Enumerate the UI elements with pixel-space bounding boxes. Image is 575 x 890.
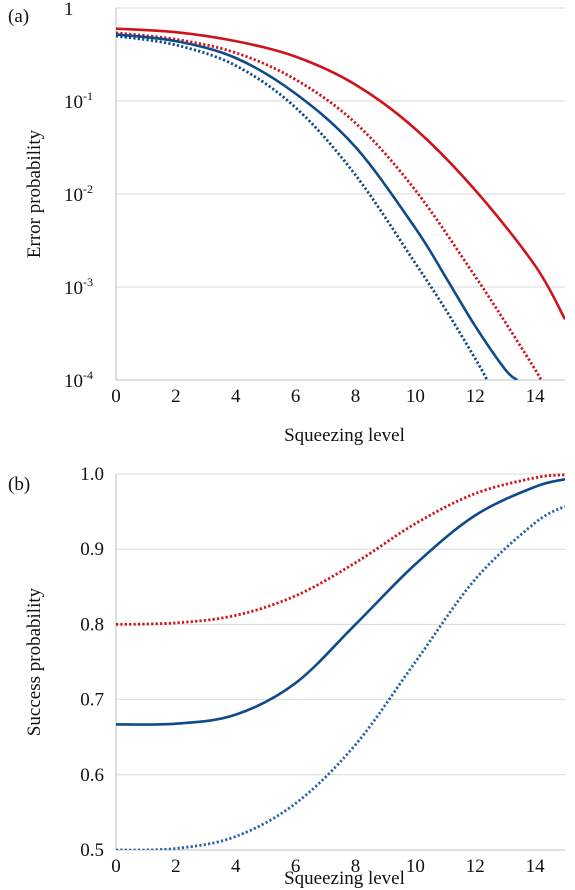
- series-line-1-solid: [116, 27, 565, 320]
- x-tick-label: 4: [231, 386, 241, 407]
- y-tick-label: 0.7: [80, 690, 104, 711]
- x-tick-label: 8: [351, 386, 361, 407]
- y-tick-label: 0.9: [80, 539, 104, 560]
- series-line-2-dotted: [116, 31, 543, 380]
- y-tick-label: 0.6: [80, 765, 104, 786]
- y-tick-label: 1: [64, 0, 74, 20]
- y-tick-label: 10-4: [64, 368, 93, 392]
- y-tick-label: 10-1: [64, 89, 93, 113]
- x-tick-label: 6: [291, 856, 301, 877]
- x-tick-label: 2: [171, 856, 181, 877]
- y-tick-label: 0.8: [80, 614, 104, 635]
- chart-panel-b: 0 2 4 6 8 10 12 14 0.5 0.6 0.7 0.8 0.9 1.0 Squeezing l…: [8, 464, 565, 889]
- panel-label: (a): [8, 6, 29, 27]
- y-axis-title: Success probability: [24, 587, 45, 736]
- y-tick-label: 10-2: [64, 182, 93, 206]
- series-line-2-solid: [116, 477, 565, 726]
- y-tick-label: 1.0: [80, 464, 104, 485]
- y-tick-label: 10-3: [64, 275, 93, 299]
- x-axis-title: Squeezing level: [284, 868, 405, 889]
- chart-panel-a: 0 2 4 6 8 10 12 14 1 10-1 10-2 10-3 10-4 Squeezing le…: [8, 0, 565, 446]
- x-tick-label: 4: [231, 856, 241, 877]
- series-line-1-dotted: [116, 473, 565, 626]
- x-tick-label: 12: [466, 856, 485, 877]
- x-tick-label: 6: [291, 386, 301, 407]
- x-tick-label: 14: [526, 386, 546, 407]
- x-tick-label: 0: [111, 386, 121, 407]
- y-tick-label: 0.5: [80, 840, 104, 861]
- x-axis-title: Squeezing level: [284, 425, 405, 446]
- x-tick-label: 10: [406, 386, 425, 407]
- panel-label: (b): [8, 474, 30, 495]
- y-axis-title: Error probability: [24, 129, 45, 258]
- series-line-3-dotted: [116, 505, 565, 850]
- series-line-3-solid: [116, 33, 518, 380]
- x-tick-label: 0: [111, 856, 121, 877]
- x-tick-label: 12: [466, 386, 485, 407]
- series-line-4-dotted: [116, 34, 489, 380]
- x-tick-label: 8: [351, 856, 361, 877]
- x-tick-label: 14: [526, 856, 546, 877]
- x-tick-label: 10: [406, 856, 425, 877]
- x-tick-label: 2: [171, 386, 181, 407]
